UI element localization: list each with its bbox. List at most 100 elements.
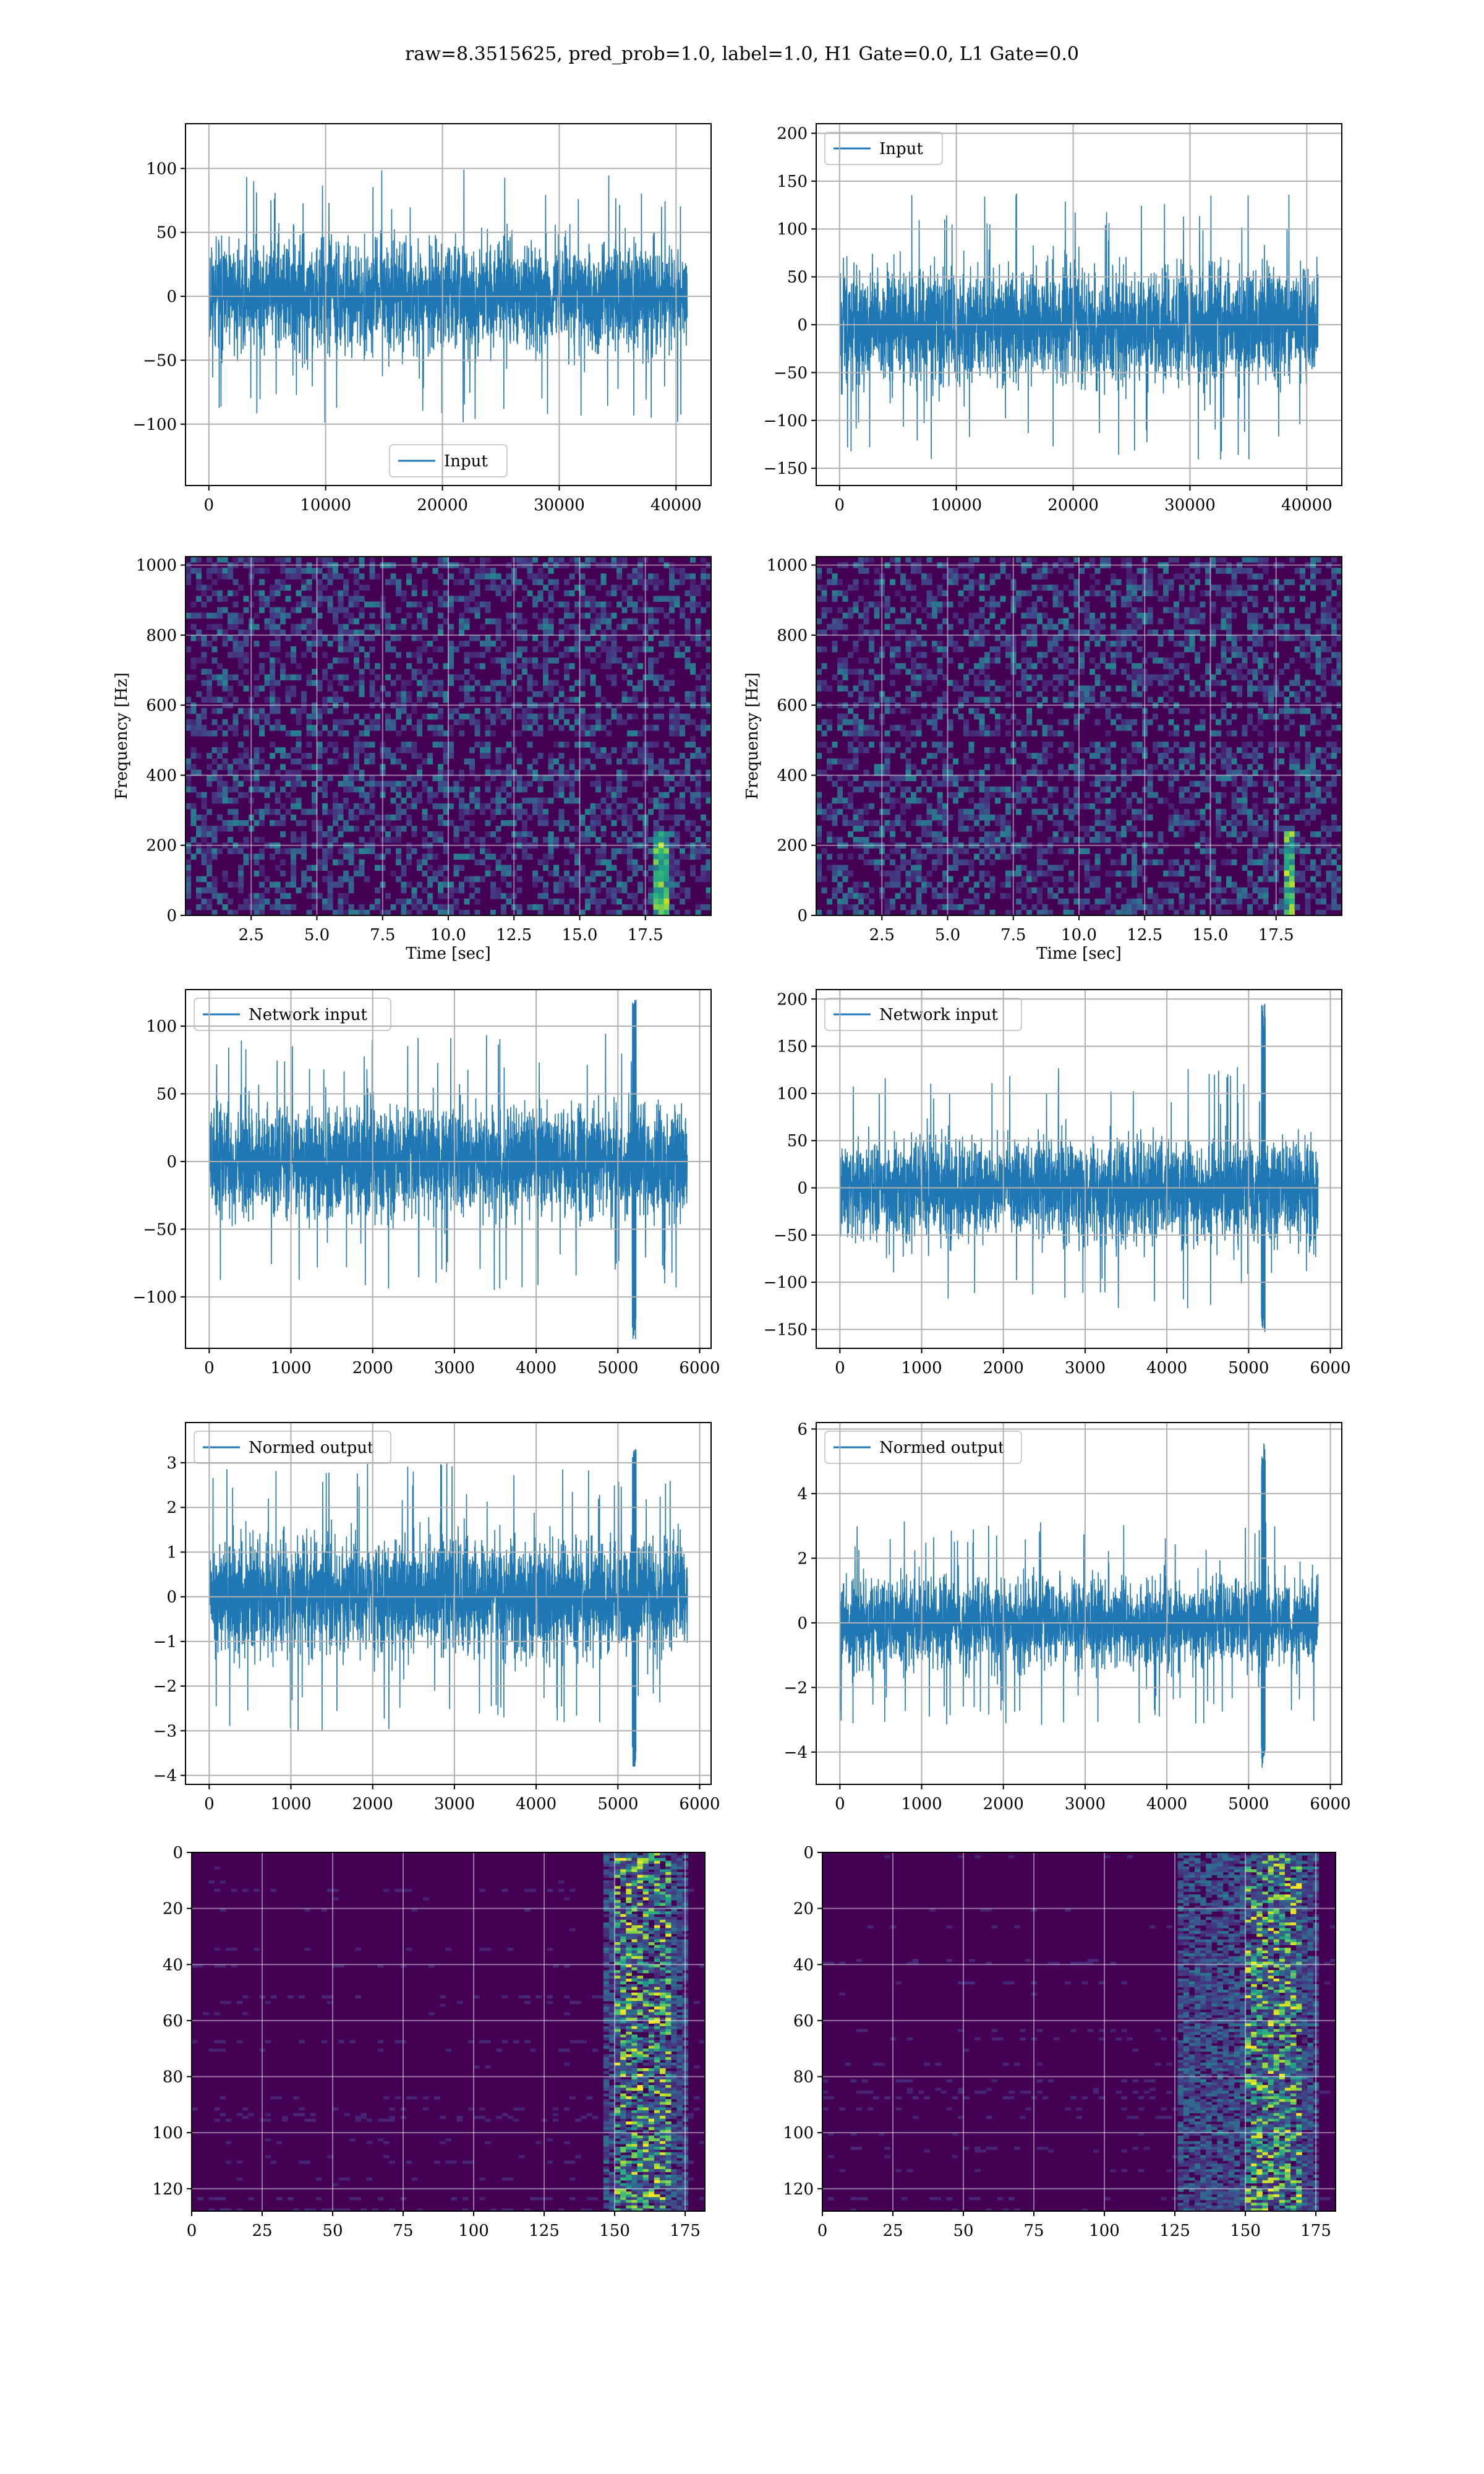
- x-tick-label: 0: [204, 496, 215, 515]
- x-tick-label: 100: [458, 2222, 489, 2240]
- x-tick-label: 3000: [434, 1359, 475, 1377]
- y-tick-label: 2: [166, 1499, 177, 1517]
- x-tick-label: 5000: [597, 1359, 638, 1377]
- series-line: [839, 1003, 1319, 1332]
- y-tick-label: 150: [777, 173, 808, 191]
- x-tick-label: 0: [817, 2222, 828, 2240]
- legend: Network input: [194, 998, 391, 1031]
- x-tick-label: 4000: [516, 1359, 556, 1377]
- x-tick-label: 10000: [300, 496, 351, 515]
- axes-frame: [816, 556, 1342, 916]
- h1-input-panel: Input 0 10000 20000 30000 40000 −100 −50 0 50 100: [133, 123, 712, 515]
- x-tick-label: 5000: [1228, 1795, 1269, 1813]
- x-tick-label: 2.5: [869, 926, 895, 944]
- x-tick-label: 15.0: [1193, 926, 1229, 944]
- legend-box: [824, 1431, 1022, 1464]
- axes-frame: [816, 989, 1342, 1349]
- axes-frame: [185, 1422, 712, 1785]
- y-tick-label: 0: [797, 907, 808, 925]
- l1-spectrogram-panel: 2.5 5.0 7.5 10.0 12.5 15.0 17.5 0 200 400 600 800 10…: [743, 556, 1342, 963]
- x-tick-label: 6000: [679, 1359, 720, 1377]
- y-tick-label: 150: [777, 1038, 808, 1056]
- y-tick-label: 400: [777, 766, 808, 785]
- legend-box: [824, 132, 943, 165]
- y-tick-label: 200: [777, 990, 808, 1009]
- y-tick-label: −50: [774, 364, 808, 382]
- series-line: [208, 169, 688, 423]
- series-line: [839, 193, 1319, 460]
- y-tick-label: 100: [777, 220, 808, 239]
- x-tick-label: 7.5: [1000, 926, 1026, 944]
- y-tick-label: 50: [156, 224, 177, 242]
- x-tick-label: 2.5: [239, 926, 264, 944]
- figure-suptitle: raw=8.3515625, pred_prob=1.0, label=1.0,…: [405, 43, 1079, 65]
- y-tick-label: 1: [166, 1543, 177, 1562]
- x-tick-label: 0: [835, 1795, 845, 1813]
- y-tick-label: 200: [777, 124, 808, 143]
- y-tick-label: 2: [797, 1549, 808, 1568]
- y-tick-label: −2: [784, 1679, 808, 1697]
- x-tick-label: 15.0: [562, 926, 598, 944]
- y-tick-label: 120: [783, 2180, 814, 2199]
- x-tick-label: 0: [187, 2222, 197, 2240]
- y-tick-label: 200: [146, 837, 177, 855]
- x-axis-label: Time [sec]: [406, 944, 491, 963]
- x-tick-label: 1000: [270, 1359, 311, 1377]
- legend-label: Normed output: [249, 1439, 374, 1457]
- y-tick-label: 20: [793, 1900, 814, 1919]
- legend-label: Input: [879, 140, 923, 158]
- x-tick-label: 12.5: [496, 926, 532, 944]
- y-tick-label: 40: [163, 1956, 183, 1974]
- y-tick-label: 0: [803, 1844, 814, 1862]
- x-tick-label: 0: [204, 1795, 215, 1813]
- y-tick-label: 50: [787, 268, 808, 287]
- axes-frame: [816, 1422, 1342, 1785]
- heatmap-cells: [822, 1852, 1336, 2212]
- y-tick-label: 100: [146, 1017, 177, 1036]
- legend: Normed output: [824, 1431, 1022, 1464]
- y-tick-label: 200: [777, 837, 808, 855]
- x-tick-label: 20000: [417, 496, 468, 515]
- x-tick-label: 175: [670, 2222, 701, 2240]
- x-tick-label: 5.0: [304, 926, 330, 944]
- legend-box: [824, 998, 1022, 1031]
- x-tick-label: 4000: [516, 1795, 556, 1813]
- x-tick-label: 125: [529, 2222, 560, 2240]
- l1-normed-output-panel: Normed output 0 1000 2000 3000 4000 5000 6000 −4…: [784, 1420, 1351, 1813]
- x-tick-label: 10000: [931, 496, 982, 515]
- h1-normed-output-panel: Normed output 0 1000 2000 3000 4000 5000 6000 −4…: [153, 1422, 720, 1813]
- axes-frame: [816, 123, 1342, 486]
- x-tick-label: 17.5: [628, 926, 663, 944]
- y-tick-label: 60: [163, 2012, 183, 2031]
- x-tick-label: 0: [204, 1359, 215, 1377]
- legend-box: [194, 998, 391, 1031]
- axes-frame: [185, 556, 712, 916]
- legend-label: Normed output: [879, 1439, 1005, 1457]
- x-tick-label: 7.5: [370, 926, 395, 944]
- y-tick-label: 600: [777, 696, 808, 715]
- y-tick-label: 0: [797, 316, 808, 335]
- y-tick-label: −150: [764, 460, 808, 478]
- x-tick-label: 0: [835, 496, 845, 515]
- axes-frame: [191, 1852, 706, 2212]
- x-tick-label: 75: [393, 2222, 413, 2240]
- y-tick-label: 0: [166, 907, 177, 925]
- y-tick-label: 800: [146, 627, 177, 645]
- axes-frame: [185, 123, 712, 486]
- y-tick-label: 20: [163, 1900, 183, 1919]
- y-tick-label: 4: [797, 1485, 808, 1504]
- legend-label: Network input: [879, 1006, 998, 1024]
- y-axis-label: Frequency [Hz]: [113, 672, 131, 800]
- y-tick-label: 100: [777, 1085, 808, 1103]
- y-tick-label: 6: [797, 1420, 808, 1439]
- x-tick-label: 3000: [1065, 1359, 1106, 1377]
- l1-input-panel: Input 0 10000 20000 30000 40000 −150 −100 −50 0 50…: [764, 123, 1342, 515]
- y-tick-label: 0: [166, 1153, 177, 1171]
- x-tick-label: 2000: [983, 1359, 1024, 1377]
- x-tick-label: 30000: [534, 496, 585, 515]
- legend: Input: [824, 132, 943, 165]
- x-tick-label: 75: [1023, 2222, 1044, 2240]
- y-tick-label: 100: [152, 2124, 183, 2142]
- legend-label: Network input: [249, 1006, 367, 1024]
